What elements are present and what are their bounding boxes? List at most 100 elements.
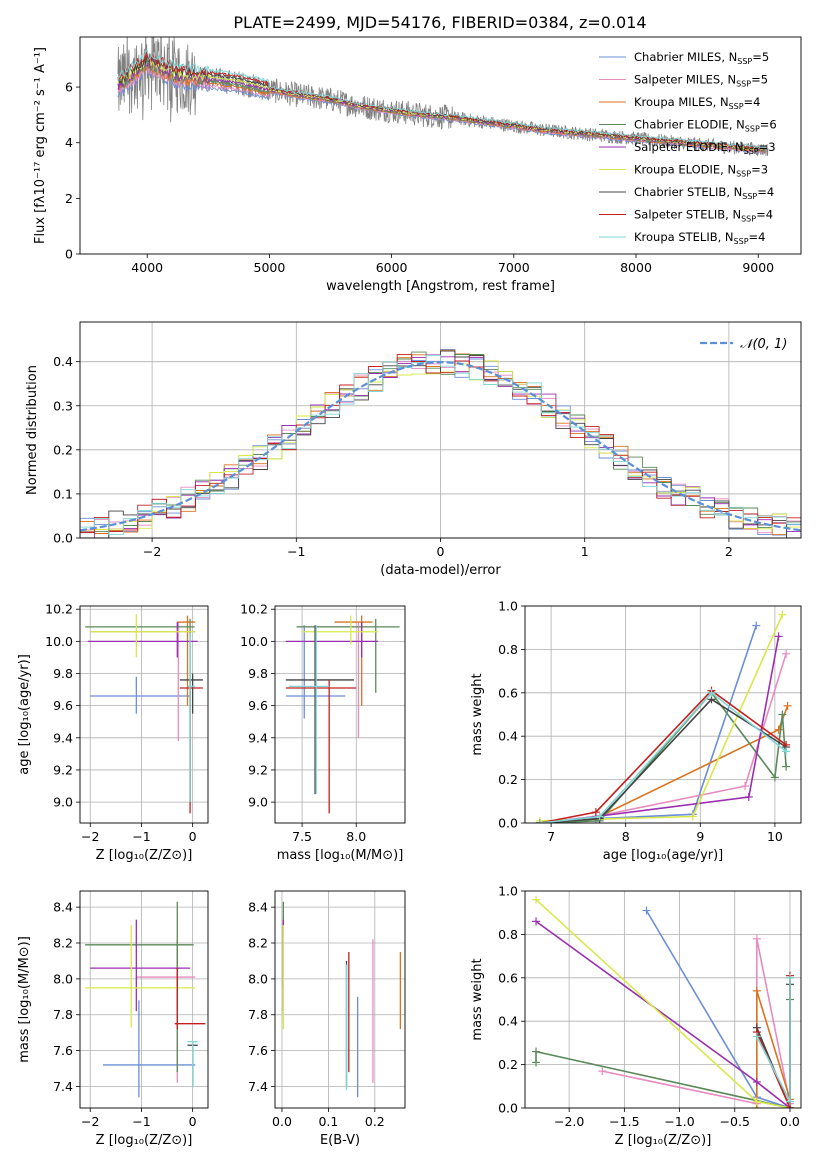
- mass_vs_Z-xtick-label: −1: [132, 1114, 150, 1129]
- age_vs_mass-point: [285, 625, 355, 795]
- weight_vs_age-series-line: [539, 614, 784, 822]
- age_vs_Z-point: [179, 679, 203, 814]
- mass_vs_Z-point: [103, 1000, 196, 1098]
- age_vs_mass-point: [285, 622, 378, 658]
- weight_vs_age-marker: [778, 610, 787, 619]
- mass_vs_Z-point: [90, 919, 191, 1012]
- age_vs_mass-chart: 7.5 8.0 9.0 9.2 9.4 9.6 9.8 10.0 10.2 mass [log₁₀…: [240, 602, 406, 863]
- weight_vs_age-ytick-label: 0.8: [498, 642, 518, 657]
- age_vs_mass-frame: [274, 605, 406, 824]
- mass_vs_Z-plot-area: [85, 901, 206, 1098]
- age_vs_Z-xtick-label: 0: [189, 829, 197, 844]
- residuals-xtick-label: 1: [581, 544, 589, 559]
- weight_vs_age-ylabel: mass weight: [470, 673, 485, 755]
- weight_vs_Z-marker: [532, 895, 541, 904]
- weight_vs_Z-ytick-label: 0.6: [498, 970, 518, 985]
- age_vs_mass-ytick-label: 9.4: [248, 730, 268, 745]
- mass_vs_ebv-xtick-label: 0.1: [318, 1114, 338, 1129]
- residual-histogram: [80, 354, 801, 538]
- age_vs_Z-ytick-label: 9.4: [53, 730, 73, 745]
- weight_vs_Z-series-line: [756, 975, 791, 1108]
- weight_vs_age-marker: [782, 747, 791, 756]
- mass_vs_ebv-ytick-label: 7.4: [248, 1079, 268, 1094]
- weight_vs_Z-plot-area: [532, 895, 794, 1108]
- weight_vs_age-marker: [783, 701, 792, 710]
- weight_vs_Z-ylabel: mass weight: [470, 958, 485, 1040]
- mass_vs_Z-xtick-label: 0: [189, 1114, 197, 1129]
- weight_vs_Z-ytick-label: 0.2: [498, 1057, 518, 1072]
- residual-histogram: [80, 350, 801, 538]
- weight_vs_age-ytick-label: 0.6: [498, 685, 518, 700]
- spectrum-xtick-label: 9000: [742, 260, 774, 275]
- age_vs_mass-ytick-label: 9.2: [248, 762, 268, 777]
- weight_vs_age-chart: 7 8 9 10 0.0 0.2 0.4 0.6 0.8 1.0 age [log₁₀(age/yr…: [470, 599, 802, 863]
- mass_vs_Z-frame: [79, 890, 209, 1109]
- mass_vs_Z-ytick-label: 7.4: [53, 1079, 73, 1094]
- mass_vs_Z-ylabel: mass [log₁₀(M/M⊙)]: [17, 936, 32, 1063]
- age_vs_Z-ytick-label: 9.2: [53, 762, 73, 777]
- legend-entry: 𝒩(0, 1): [740, 337, 787, 352]
- mass_vs_Z-chart: −2 −1 0 7.4 7.6 7.8 8.0 8.2 8.4 Z [log₁₀(Z/Z⊙)] ma…: [17, 890, 209, 1148]
- legend-entry: Kroupa MILES, NSSP=4: [634, 95, 760, 111]
- weight_vs_age-marker: [688, 812, 697, 821]
- weight_vs_age-marker: [535, 819, 544, 823]
- residuals-ylabel: Normed distribution: [25, 365, 40, 495]
- age_vs_mass-ytick-label: 9.6: [248, 698, 268, 713]
- mass_vs_Z-ytick-label: 7.6: [53, 1043, 73, 1058]
- weight_vs_Z-ytick-label: 0.0: [498, 1101, 518, 1116]
- weight_vs_age-ytick-label: 1.0: [498, 599, 518, 614]
- mass_vs_Z-ytick-label: 7.8: [53, 1007, 73, 1022]
- weight_vs_age-plot-area: [535, 610, 792, 823]
- age_vs_Z-ytick-label: 9.0: [53, 795, 73, 810]
- weight_vs_Z-xtick-label: 0.0: [780, 1114, 800, 1129]
- residuals-xtick-label: 0: [437, 544, 445, 559]
- weight_vs_age-marker: [744, 792, 753, 801]
- residuals-xtick-label: 2: [725, 544, 733, 559]
- weight_vs_age-series-line: [539, 691, 787, 823]
- mass_vs_ebv-chart: 0.0 0.1 0.2 7.4 7.6 7.8 8.0 8.2 8.4 E(B-V): [248, 890, 406, 1148]
- age_vs_Z-point: [87, 622, 198, 658]
- residuals-plot-area: [80, 349, 801, 538]
- spectrum-xtick-label: 7000: [498, 260, 530, 275]
- legend-entry: Chabrier STELIB, NSSP=4: [634, 185, 774, 201]
- mass_vs_Z-ytick-label: 8.0: [53, 971, 73, 986]
- weight_vs_age-series-line: [539, 691, 787, 823]
- weight_vs_Z-marker: [785, 973, 794, 982]
- weight_vs_age-xtick-label: 9: [696, 829, 704, 844]
- weight_vs_age-marker: [591, 808, 600, 817]
- mass_vs_ebv-ytick-label: 7.8: [248, 1007, 268, 1022]
- weight_vs_Z-marker: [752, 1032, 761, 1041]
- spectrum-xtick-label: 5000: [254, 260, 286, 275]
- weight_vs_age-ytick-label: 0.2: [498, 772, 518, 787]
- spectrum-xtick-label: 8000: [620, 260, 652, 275]
- age_vs_mass-point: [334, 615, 373, 706]
- age_vs_mass-point: [285, 679, 357, 814]
- legend-entry: Kroupa ELODIE, NSSP=3: [634, 163, 768, 179]
- weight_vs_Z-marker: [752, 934, 761, 943]
- legend-entry: Salpeter ELODIE, NSSP=3: [634, 140, 776, 156]
- age_vs_Z-point: [179, 673, 203, 714]
- age_vs_Z-xtick-label: −2: [81, 829, 99, 844]
- weight_vs_age-series-line: [539, 689, 787, 823]
- weight_vs_age-marker: [770, 773, 779, 782]
- spectrum-ylabel: Flux [fλ10⁻¹⁷ erg cm⁻² s⁻¹ A⁻¹]: [33, 47, 48, 244]
- age_vs_mass-xlabel: mass [log₁₀(M/M⊙)]: [277, 848, 404, 863]
- residuals-ytick-label: 0.1: [53, 486, 73, 501]
- age_vs_Z-chart: −2 −1 0 9.0 9.2 9.4 9.6 9.8 10.0 10.2 Z [log₁₀(Z/Z…: [17, 602, 209, 863]
- weight_vs_age-frame: [524, 605, 802, 824]
- mass_vs_Z-point: [136, 943, 196, 1083]
- residuals-frame: [79, 321, 802, 539]
- residuals-chart: −2 −1 0 1 2 0.0 0.1 0.2 0.3 0.4 (data-model)/error…: [25, 321, 802, 578]
- residuals-ytick-label: 0.3: [53, 398, 73, 413]
- age_vs_mass-ytick-label: 9.8: [248, 666, 268, 681]
- weight_vs_age-series-line: [539, 698, 787, 823]
- weight_vs_age-ytick-label: 0.4: [498, 729, 518, 744]
- age_vs_Z-ylabel: age [log₁₀(age/yr)]: [17, 654, 32, 775]
- weight_vs_age-marker: [778, 710, 787, 719]
- weight_vs_age-ytick-label: 0.0: [498, 816, 518, 831]
- mass_vs_ebv-frame: [274, 890, 406, 1109]
- age_vs_mass-ytick-label: 10.0: [240, 634, 268, 649]
- weight_vs_Z-frame: [524, 890, 802, 1109]
- mass_vs_Z-ytick-label: 8.4: [53, 900, 73, 915]
